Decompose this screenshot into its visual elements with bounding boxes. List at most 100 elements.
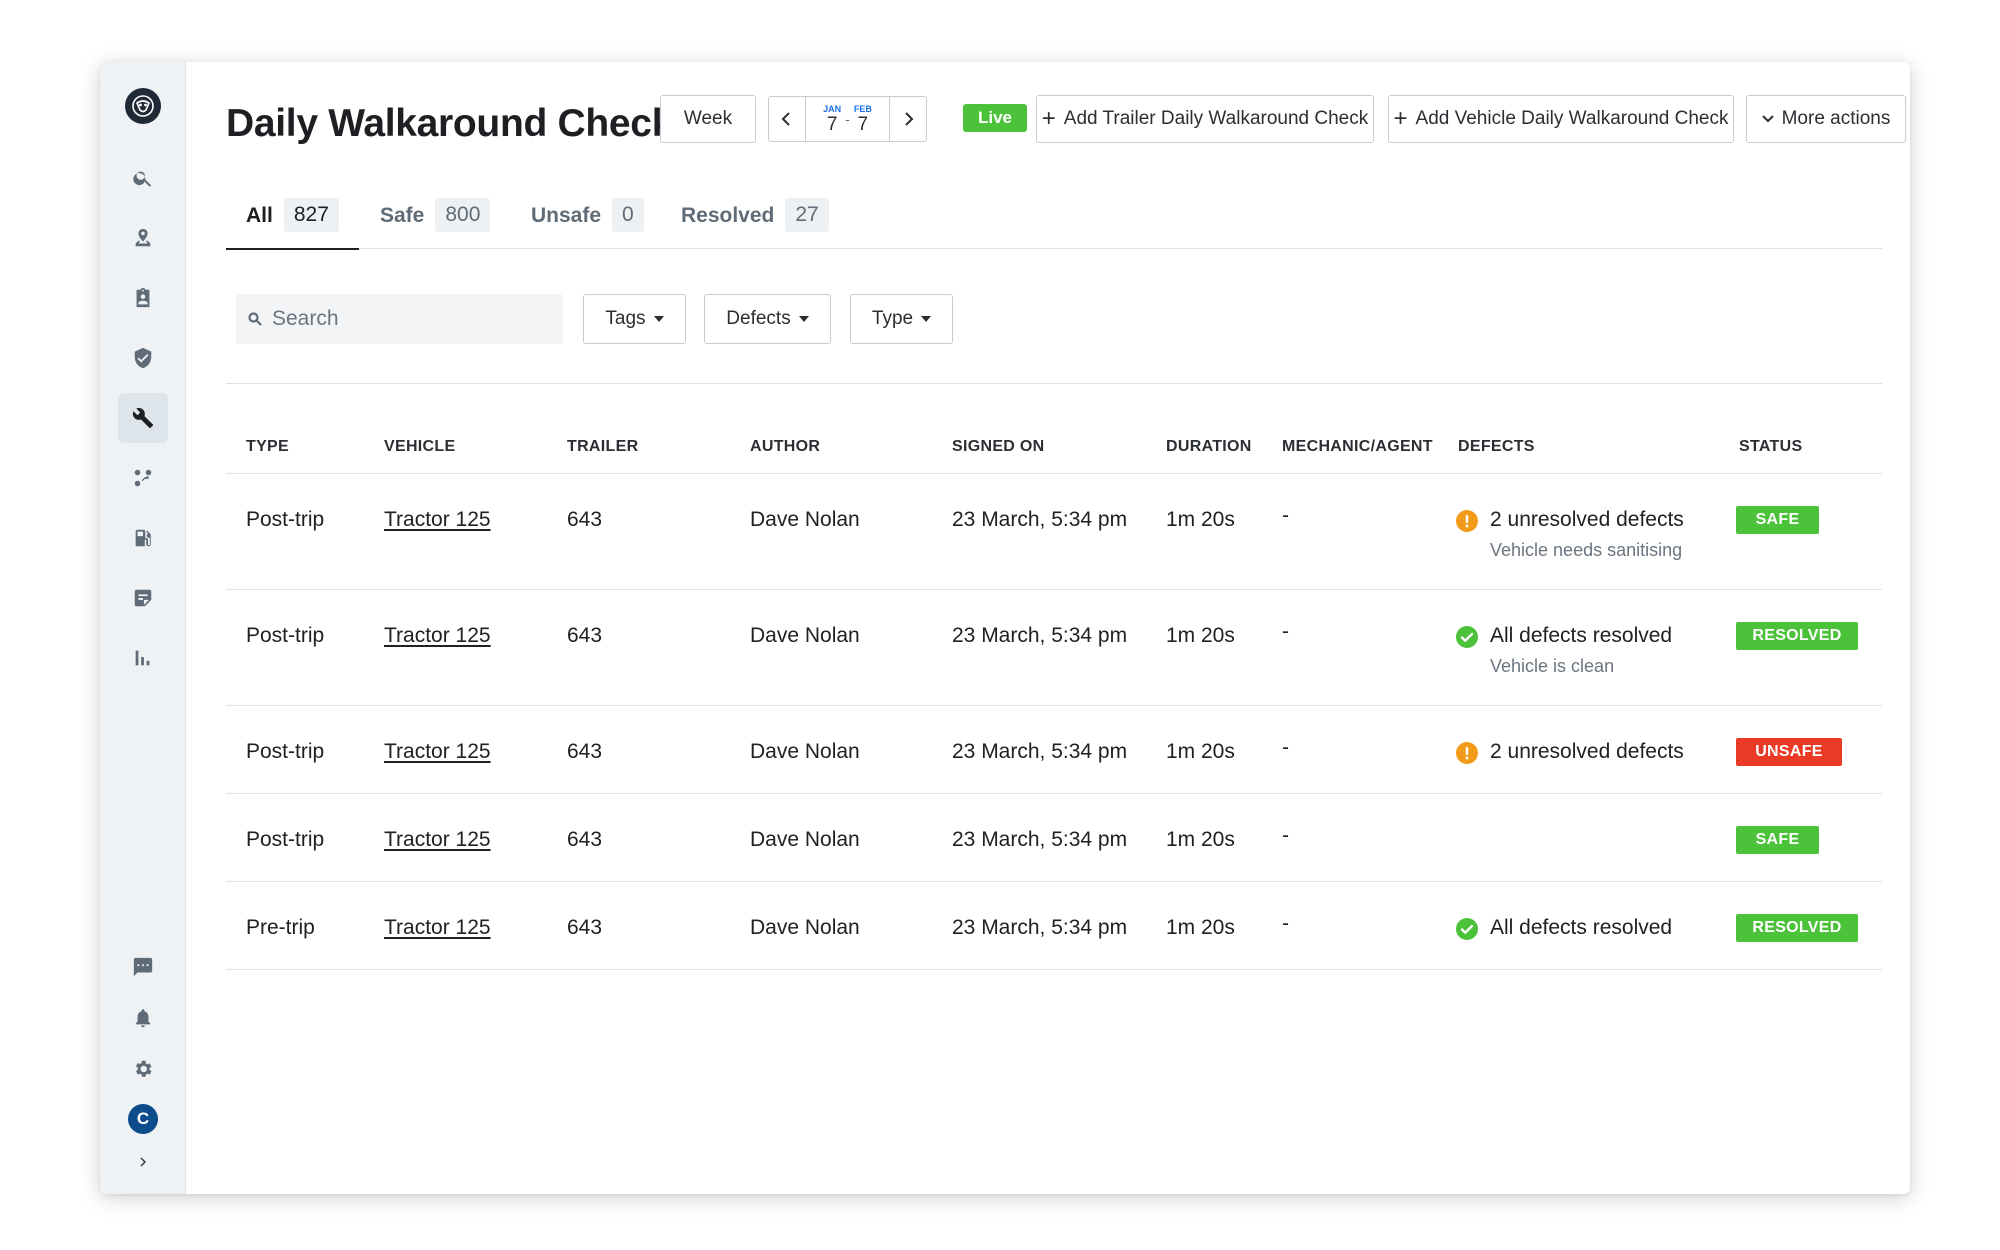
tags-filter-button[interactable]: Tags bbox=[583, 294, 686, 344]
avatar[interactable]: C bbox=[128, 1104, 158, 1134]
sidebar-item-notes[interactable] bbox=[118, 573, 168, 623]
search-input[interactable] bbox=[272, 307, 532, 331]
more-actions-button[interactable]: More actions bbox=[1746, 95, 1906, 143]
sidebar-item-safety[interactable] bbox=[118, 333, 168, 383]
author-cell: Dave Nolan bbox=[750, 508, 860, 531]
mechanic-cell: - bbox=[1282, 736, 1289, 759]
column-header-mechanic-agent[interactable]: MECHANIC/AGENT bbox=[1282, 438, 1433, 455]
vehicle-link[interactable]: Tractor 125 bbox=[384, 828, 491, 851]
table-row[interactable]: Post-trip Tractor 125 643 Dave Nolan 23 Marc… bbox=[226, 474, 1882, 590]
trailer-cell: 643 bbox=[567, 624, 603, 647]
type-cell: Pre-trip bbox=[246, 916, 315, 939]
warning-icon bbox=[1456, 510, 1478, 532]
main-content: Daily Walkaround Checks Week JAN 7 - FEB… bbox=[226, 62, 1906, 1194]
table-row[interactable]: Post-trip Tractor 125 643 Dave Nolan 23 Marc… bbox=[226, 706, 1882, 794]
defects-cell: 2 unresolved defects Vehicle needs saniti… bbox=[1456, 508, 1684, 561]
defect-note: Vehicle needs sanitising bbox=[1490, 540, 1683, 560]
defects-filter-button[interactable]: Defects bbox=[704, 294, 831, 344]
map-pin-icon bbox=[135, 228, 151, 247]
column-header-duration[interactable]: DURATION bbox=[1166, 438, 1252, 455]
sidebar-expand-button[interactable] bbox=[118, 1137, 168, 1187]
logo-icon[interactable] bbox=[125, 88, 161, 124]
wrench-icon bbox=[132, 408, 154, 429]
column-header-signed-on[interactable]: SIGNED ON bbox=[952, 438, 1045, 455]
sidebar-item-messages[interactable] bbox=[118, 942, 168, 992]
sidebar-item-maintenance[interactable] bbox=[118, 393, 168, 443]
trailer-cell: 643 bbox=[567, 508, 603, 531]
tab-all[interactable]: All 827 bbox=[226, 190, 359, 250]
sidebar-item-routes[interactable] bbox=[118, 453, 168, 503]
chevron-down-icon bbox=[1761, 115, 1774, 123]
sidebar-item-fuel[interactable] bbox=[118, 513, 168, 563]
mechanic-cell: - bbox=[1282, 912, 1289, 935]
tab-safe[interactable]: Safe 800 bbox=[380, 190, 491, 249]
duration-cell: 1m 20s bbox=[1166, 916, 1235, 939]
add-vehicle-check-button[interactable]: + Add Vehicle Daily Walkaround Check bbox=[1388, 95, 1734, 143]
date-to-day: 7 bbox=[857, 113, 869, 135]
sidebar-item-notifications[interactable] bbox=[118, 993, 168, 1043]
signed-on-cell: 23 March, 5:34 pm bbox=[952, 740, 1128, 763]
author-cell: Dave Nolan bbox=[750, 916, 860, 939]
caret-down-icon bbox=[921, 316, 932, 322]
vehicle-link[interactable]: Tractor 125 bbox=[384, 508, 491, 531]
filter-tabs: All 827 Safe 800 Unsafe 0 Resolved 27 bbox=[226, 190, 1882, 250]
table-row[interactable]: Post-trip Tractor 125 643 Dave Nolan 23 Marc… bbox=[226, 794, 1882, 882]
status-badge: SAFE bbox=[1736, 826, 1819, 854]
author-cell: Dave Nolan bbox=[750, 828, 860, 851]
date-range-nav: JAN 7 - FEB 7 bbox=[768, 96, 927, 142]
search-icon bbox=[133, 171, 152, 187]
check-circle-icon bbox=[1456, 626, 1478, 648]
table-row[interactable]: Pre-trip Tractor 125 643 Dave Nolan 23 March… bbox=[226, 882, 1882, 970]
date-range[interactable]: JAN 7 - FEB 7 bbox=[805, 97, 890, 141]
tab-count: 827 bbox=[283, 198, 339, 232]
status-badge: RESOLVED bbox=[1736, 622, 1858, 650]
live-toggle[interactable]: Live bbox=[963, 104, 1027, 132]
sidebar-item-settings[interactable] bbox=[118, 1044, 168, 1094]
caret-down-icon bbox=[798, 316, 809, 322]
type-cell: Post-trip bbox=[246, 624, 325, 647]
type-filter-label: Type bbox=[871, 308, 914, 329]
column-header-author[interactable]: AUTHOR bbox=[750, 438, 821, 455]
table-row[interactable]: Post-trip Tractor 125 643 Dave Nolan 23 Marc… bbox=[226, 590, 1882, 706]
divider bbox=[226, 383, 1882, 384]
vehicle-link[interactable]: Tractor 125 bbox=[384, 740, 491, 763]
tab-label: Safe bbox=[380, 204, 425, 227]
type-filter-button[interactable]: Type bbox=[850, 294, 953, 344]
mechanic-cell: - bbox=[1282, 824, 1289, 847]
add-trailer-check-button[interactable]: + Add Trailer Daily Walkaround Check bbox=[1036, 95, 1374, 143]
app-window: C Daily Walkaround Checks Week JAN 7 - F… bbox=[100, 62, 1910, 1194]
date-from-day: 7 bbox=[826, 113, 838, 135]
page-title: Daily Walkaround Checks bbox=[226, 102, 695, 145]
author-cell: Dave Nolan bbox=[750, 624, 860, 647]
column-header-status[interactable]: STATUS bbox=[1739, 438, 1803, 455]
column-header-vehicle[interactable]: VEHICLE bbox=[384, 438, 456, 455]
sidebar-item-clipboard[interactable] bbox=[118, 273, 168, 323]
tab-unsafe[interactable]: Unsafe 0 bbox=[531, 190, 644, 249]
date-separator: - bbox=[845, 111, 850, 127]
column-header-defects[interactable]: DEFECTS bbox=[1458, 438, 1535, 455]
signed-on-cell: 23 March, 5:34 pm bbox=[952, 828, 1128, 851]
sidebar-item-reports[interactable] bbox=[118, 633, 168, 683]
defect-summary: 2 unresolved defects bbox=[1490, 508, 1684, 531]
next-period-button[interactable] bbox=[890, 97, 926, 141]
search-field[interactable] bbox=[236, 294, 563, 344]
sidebar-item-search[interactable] bbox=[118, 153, 168, 203]
defect-summary: 2 unresolved defects bbox=[1490, 740, 1684, 763]
tags-filter-label: Tags bbox=[605, 308, 646, 329]
vehicle-link[interactable]: Tractor 125 bbox=[384, 624, 491, 647]
previous-period-button[interactable] bbox=[769, 97, 805, 141]
column-header-type[interactable]: TYPE bbox=[246, 438, 289, 455]
period-select-button[interactable]: Week bbox=[660, 95, 756, 143]
chevron-right-icon bbox=[140, 1157, 146, 1167]
duration-cell: 1m 20s bbox=[1166, 508, 1235, 531]
mechanic-cell: - bbox=[1282, 504, 1289, 527]
vehicle-link[interactable]: Tractor 125 bbox=[384, 916, 491, 939]
status-badge: UNSAFE bbox=[1736, 738, 1842, 766]
bar-chart-icon bbox=[135, 650, 150, 666]
bell-icon bbox=[135, 1009, 151, 1028]
defect-summary: All defects resolved bbox=[1490, 624, 1673, 647]
tab-count: 800 bbox=[435, 198, 491, 232]
tab-resolved[interactable]: Resolved 27 bbox=[681, 190, 829, 249]
column-header-trailer[interactable]: TRAILER bbox=[567, 438, 639, 455]
sidebar-item-map[interactable] bbox=[118, 213, 168, 263]
